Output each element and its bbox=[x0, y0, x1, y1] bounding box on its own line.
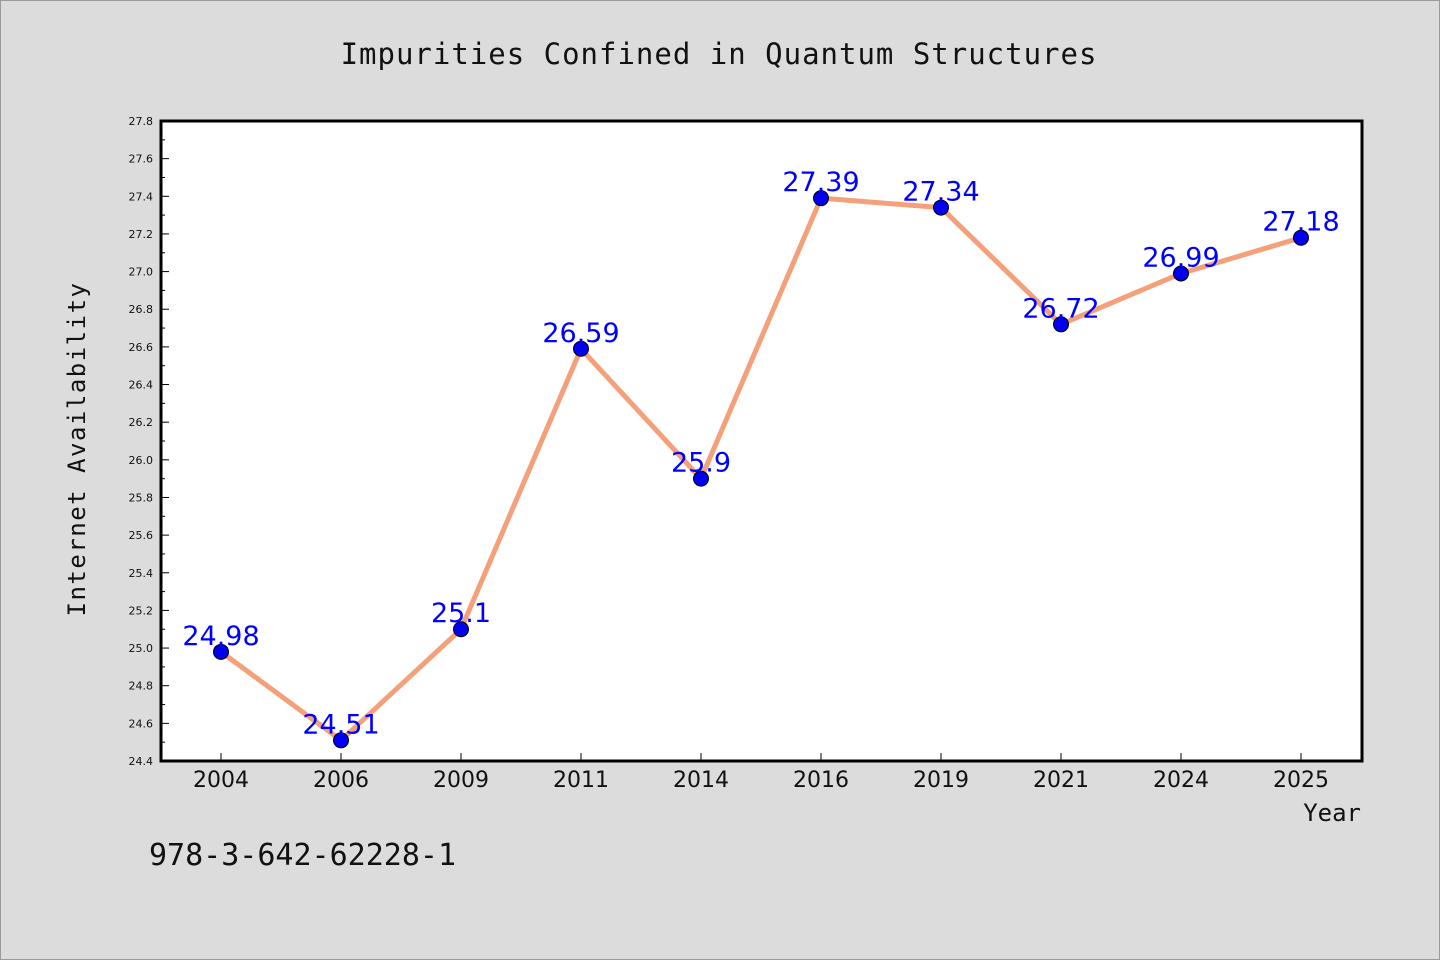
chart-title: Impurities Confined in Quantum Structure… bbox=[341, 37, 1098, 71]
x-tick-label: 2021 bbox=[1033, 768, 1089, 793]
x-tick-label: 2024 bbox=[1153, 768, 1209, 793]
data-label: 27.39 bbox=[782, 167, 859, 198]
y-tick-label: 26.2 bbox=[129, 416, 154, 429]
x-axis-label: Year bbox=[1303, 799, 1361, 827]
y-tick-label: 25.8 bbox=[129, 491, 154, 504]
y-tick-label: 27.4 bbox=[129, 190, 154, 203]
data-point bbox=[213, 643, 229, 660]
data-label: 26.72 bbox=[1022, 293, 1099, 324]
data-label: 26.99 bbox=[1142, 242, 1219, 273]
x-tick-label: 2014 bbox=[673, 768, 729, 793]
isbn-annotation: 978-3-642-62228-1 bbox=[149, 838, 456, 873]
x-tick-label: 2011 bbox=[553, 768, 609, 793]
y-axis-label: Internet Availability bbox=[63, 282, 91, 617]
y-axis: 24.4 24.6 24.8 25.0 25.2 25.4 25.6 25.8 26.0 26.2… bbox=[129, 115, 169, 768]
data-label: 24.51 bbox=[302, 709, 379, 740]
y-tick-label: 27.0 bbox=[129, 266, 154, 279]
x-tick-label: 2016 bbox=[793, 768, 849, 793]
x-tick-label: 2019 bbox=[913, 768, 969, 793]
data-point bbox=[933, 199, 949, 216]
data-point bbox=[453, 621, 469, 638]
y-tick-label: 25.2 bbox=[129, 604, 154, 617]
data-point bbox=[813, 190, 829, 207]
plot-area bbox=[159, 119, 1364, 763]
data-label: 26.59 bbox=[542, 318, 619, 349]
y-tick-label: 27.6 bbox=[129, 153, 154, 166]
data-label: 25.1 bbox=[431, 598, 491, 629]
y-tick-label: 26.8 bbox=[129, 303, 154, 316]
x-tick-label: 2025 bbox=[1273, 768, 1329, 793]
y-tick-label: 26.6 bbox=[129, 341, 154, 354]
y-tick-label: 25.0 bbox=[129, 642, 154, 655]
series-line-group bbox=[219, 195, 1302, 743]
data-point bbox=[1293, 229, 1309, 246]
y-tick-label: 24.4 bbox=[129, 755, 154, 768]
markers-group bbox=[213, 190, 1309, 749]
series-line bbox=[219, 195, 1302, 743]
data-point bbox=[1053, 316, 1069, 333]
y-tick-label: 24.6 bbox=[129, 717, 154, 730]
y-tick-label: 25.6 bbox=[129, 529, 154, 542]
data-label: 24.98 bbox=[182, 621, 259, 652]
x-tick-label: 2009 bbox=[433, 768, 489, 793]
x-axis: 2004 2006 2009 2011 2014 2016 2019 2021 2024 2025 bbox=[193, 753, 1329, 793]
data-label: 27.34 bbox=[902, 177, 979, 208]
x-tick-label: 2006 bbox=[313, 768, 369, 793]
y-tick-label: 25.4 bbox=[129, 567, 154, 580]
data-labels-group: 24.98 24.51 25.1 26.59 25.9 27.39 27.34 26.72 26… bbox=[182, 167, 1339, 740]
x-tick-label: 2004 bbox=[193, 768, 249, 793]
data-point bbox=[693, 470, 709, 487]
y-tick-label: 27.2 bbox=[129, 228, 154, 241]
y-tick-label: 26.0 bbox=[129, 454, 154, 467]
data-point bbox=[333, 732, 349, 749]
data-point bbox=[1173, 265, 1189, 282]
data-label: 25.9 bbox=[671, 448, 731, 479]
y-tick-label: 26.4 bbox=[129, 379, 154, 392]
data-label: 27.18 bbox=[1262, 207, 1339, 238]
y-tick-label: 24.8 bbox=[129, 680, 154, 693]
data-point bbox=[573, 340, 589, 357]
y-tick-label: 27.8 bbox=[129, 115, 154, 128]
